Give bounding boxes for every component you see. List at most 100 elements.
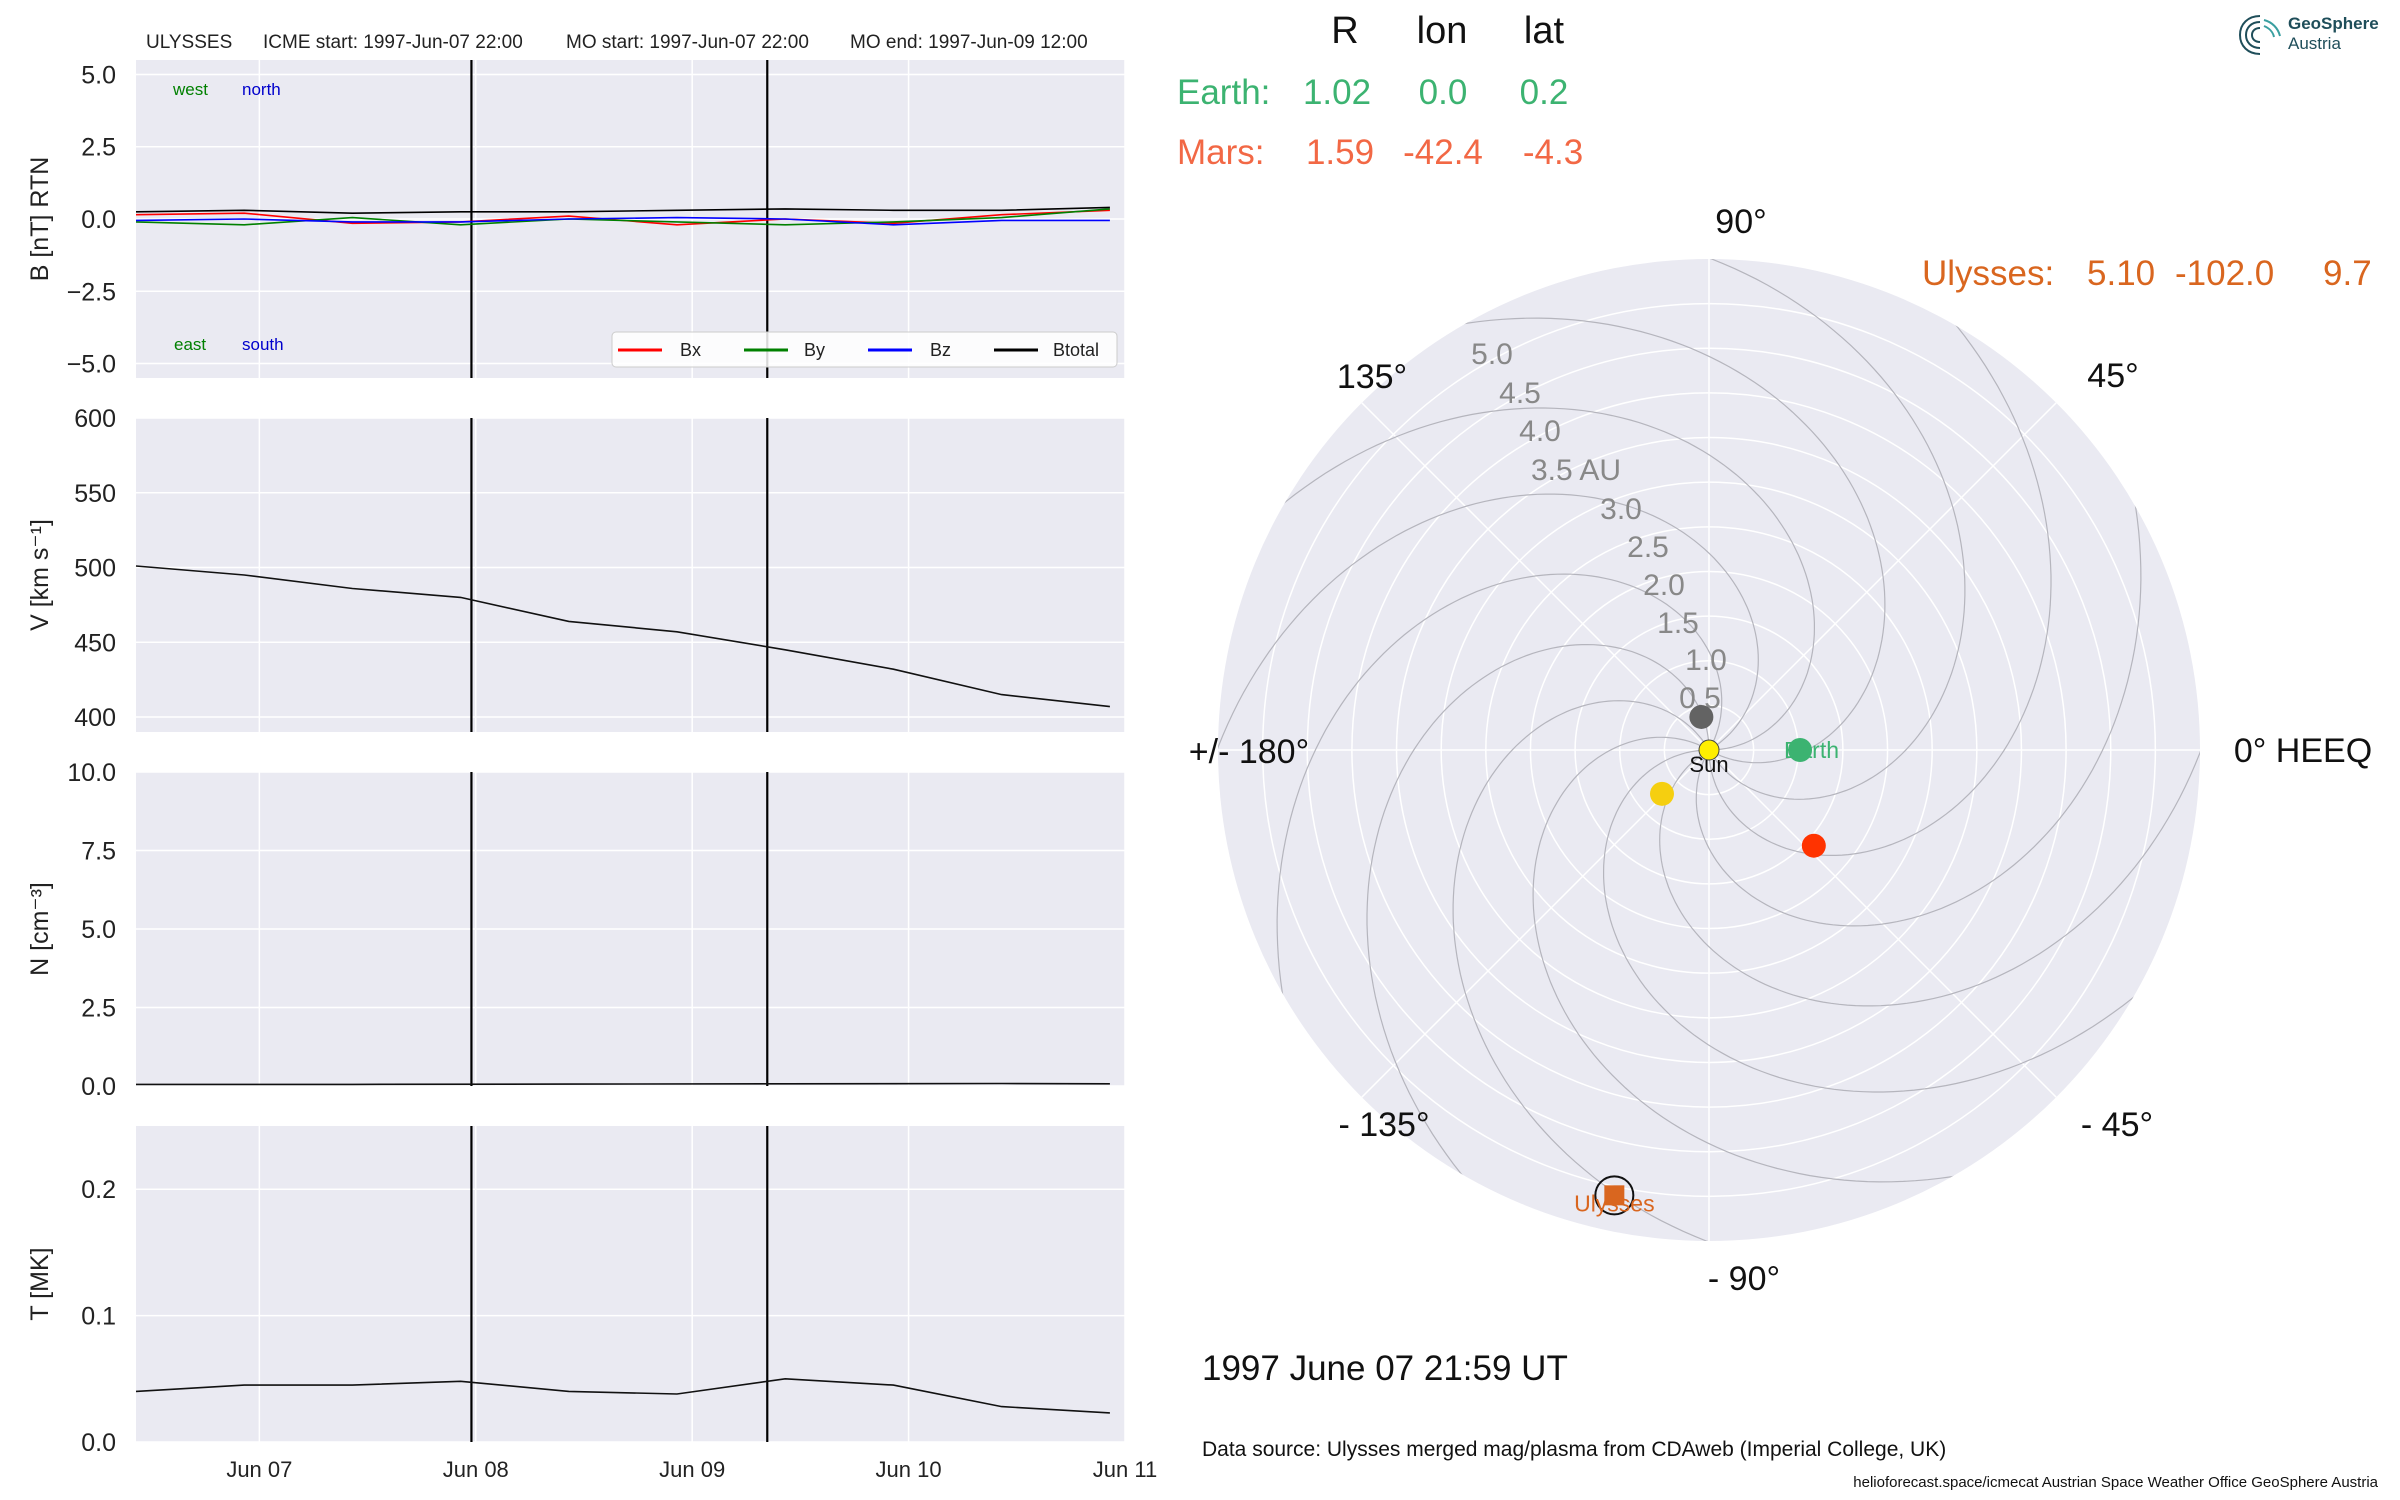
y-tick-label: 450 [74,629,116,657]
polar-angle-label: 90° [1715,203,1766,241]
y-tick-label: 0.0 [81,206,116,234]
parker-spiral [1366,644,1710,1241]
header-spacecraft: ULYSSES [146,32,232,53]
mars-row-lon: -42.4 [1403,133,1483,172]
y-tick-label: −5.0 [67,351,116,379]
x-tick-label: Jun 09 [659,1457,725,1482]
ulysses-ring [1594,1175,1635,1216]
annotation-west: west [172,80,208,99]
earth-row-r: 1.02 [1303,73,1371,112]
t-ylabel: T [MK] [26,1247,54,1320]
parker-spiral [1603,749,2200,1093]
mars-row-name: Mars: [1177,133,1265,172]
b-field-panel: 5.02.50.0−2.5−5.0 B [nT] RTN west north … [26,60,1126,379]
series-line-btotal [135,206,1110,215]
table-header-r: R [1331,10,1358,52]
annotation-north: north [242,80,281,99]
series-line-v [135,565,1110,708]
mars-marker [1801,833,1826,858]
y-tick-label: 550 [74,480,116,508]
venus-marker [1649,781,1674,806]
polar-angle-label: 0° HEEQ [2234,732,2372,770]
sun-label: Sun [1689,752,1728,777]
y-tick-label: 400 [74,704,116,732]
mars-row-lat: -4.3 [1523,133,1583,172]
polar-r-tick: 1.5 [1657,607,1699,640]
timestamp: 1997 June 07 21:59 UT [1202,1349,1568,1388]
polar-r-tick: 1.0 [1685,644,1727,677]
y-tick-label: 0.2 [81,1176,116,1204]
parker-spiral [1695,382,2142,927]
y-tick-label: 0.1 [81,1303,116,1331]
logo-line1: GeoSphere [2288,14,2379,33]
y-tick-label: 10.0 [67,759,116,787]
earth-marker [1788,738,1813,762]
legend-bx: Bx [680,340,701,360]
header-mo-end: MO end: 1997-Jun-09 12:00 [850,32,1088,53]
sun-marker [1698,739,1720,761]
parker-spiral [1585,259,1966,800]
ulysses-row-lon: -102.0 [2175,254,2274,293]
polar-r-tick: 5.0 [1471,338,1513,371]
b-ylabel: B [nT] RTN [26,157,54,282]
density-panel: 10.0 7.5 5.0 2.5 0.0 N [cm⁻³] [26,759,1126,1101]
polar-angle-label: +/- 180° [1189,733,1309,771]
velocity-panel: 600 550 500 450 400 V [km s⁻¹] [26,405,1126,732]
parker-spiral [1659,626,2200,1007]
footer-credit: helioforecast.space/icmecat Austrian Spa… [1853,1474,2378,1491]
header-mo-start: MO start: 1997-Jun-07 22:00 [566,32,809,53]
n-ylabel: N [cm⁻³] [26,882,54,976]
series-line-t [135,1377,1110,1414]
polar-plot: 0.51.01.52.02.53.03.5 AU4.04.55.0 0° HEE… [1189,203,2372,1298]
y-tick-label: 600 [74,405,116,433]
ulysses-row-lat: 9.7 [2323,254,2372,293]
logo-line2: Austria [2288,34,2341,53]
mars-row-r: 1.59 [1306,133,1374,172]
x-tick-label: Jun 07 [226,1457,292,1482]
x-tick-label: Jun 11 [1093,1457,1157,1482]
series-line-n [136,1082,1110,1086]
data-source: Data source: Ulysses merged mag/plasma f… [1202,1438,1946,1461]
legend-bz: Bz [930,340,951,360]
legend-by: By [804,340,825,360]
y-tick-label: 7.5 [81,838,116,866]
geosphere-logo: GeoSphere Austria [2236,10,2386,64]
table-header-lon: lon [1417,10,1468,52]
x-tick-label: Jun 10 [876,1457,942,1482]
parker-spiral [1218,407,1815,751]
x-tick-label: Jun 08 [443,1457,509,1482]
header-icme-start: ICME start: 1997-Jun-07 22:00 [263,32,523,53]
table-header-lat: lat [1524,10,1565,52]
parker-spiral [1708,259,2052,856]
y-tick-label: 5.0 [81,61,116,89]
series-line-bz [135,216,1110,226]
ulysses-marker [1604,1185,1625,1206]
polar-angle-label: - 45° [2081,1106,2153,1144]
positions-table: R lon lat Earth: 1.02 0.0 0.2 Mars: 1.59… [1177,10,2372,293]
y-tick-label: 2.5 [81,995,116,1023]
geosphere-logo-icon [2238,15,2281,55]
y-tick-label: 2.5 [81,134,116,162]
annotation-east: east [174,335,206,354]
temperature-panel: 0.2 0.1 0.0 Jun 07 Jun 08 Jun 09 Jun 10 Jun 11… [26,1126,1157,1482]
ulysses-row-name: Ulysses: [1922,254,2054,293]
legend-btotal: Btotal [1053,340,1099,360]
earth-row-name: Earth: [1177,73,1270,112]
y-tick-label: −2.5 [67,278,116,306]
polar-r-tick: 4.0 [1519,415,1561,448]
earth-label: Earth [1784,737,1839,763]
earth-row-lat: 0.2 [1520,73,1569,112]
y-tick-label: 0.0 [81,1429,116,1457]
y-tick-label: 0.0 [81,1073,116,1101]
polar-r-tick: 3.5 AU [1531,454,1621,487]
y-tick-label: 5.0 [81,916,116,944]
polar-r-tick: 3.0 [1600,493,1642,526]
parker-spiral [1276,573,1723,1118]
y-tick-label: 500 [74,555,116,583]
v-ylabel: V [km s⁻¹] [26,519,54,631]
polar-r-tick: 4.5 [1499,377,1541,410]
annotation-south: south [242,335,284,354]
parker-spiral [1532,736,2077,1183]
legend: Bx By Bz Btotal [611,331,1118,368]
